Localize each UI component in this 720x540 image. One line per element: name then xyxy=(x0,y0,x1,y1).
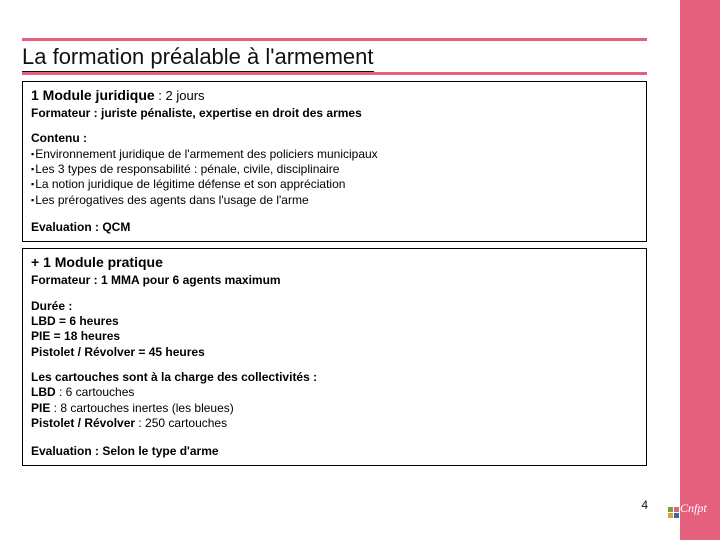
brand-color-strip xyxy=(680,0,720,540)
module2-cartridges-label: Les cartouches sont à la charge des coll… xyxy=(31,370,317,384)
module1-bullet: La notion juridique de légitime défense … xyxy=(31,177,638,192)
right-brand-band: Cnfpt xyxy=(662,0,720,540)
module2-trainer: Formateur : 1 MMA pour 6 agents maximum xyxy=(31,273,638,288)
module1-trainer: Formateur : juriste pénaliste, expertise… xyxy=(31,106,638,121)
logo-squares-icon xyxy=(668,507,679,518)
logo-text: Cnfpt xyxy=(680,501,707,516)
module2-duration-label: Durée : xyxy=(31,299,72,313)
module2-cartridge-line: LBD : 6 cartouches xyxy=(31,385,638,400)
module2-duration-line: LBD = 6 heures xyxy=(31,314,119,328)
page-title: La formation préalable à l'armement xyxy=(22,42,374,72)
module1-bullet: Les prérogatives des agents dans l'usage… xyxy=(31,193,638,208)
module1-bullet-list: Environnement juridique de l'armement de… xyxy=(31,147,638,208)
module1-content-label: Contenu : xyxy=(31,131,638,146)
module-juridique-box: 1 Module juridique : 2 jours Formateur :… xyxy=(22,81,647,242)
slide-content: La formation préalable à l'armement 1 Mo… xyxy=(22,38,647,466)
page-number: 4 xyxy=(641,498,648,512)
title-block: La formation préalable à l'armement xyxy=(22,38,647,75)
title-rule-bottom xyxy=(22,72,647,75)
module2-cartridges-block: Les cartouches sont à la charge des coll… xyxy=(31,370,638,431)
module-pratique-box: + 1 Module pratique Formateur : 1 MMA po… xyxy=(22,248,647,466)
module2-evaluation: Evaluation : Selon le type d'arme xyxy=(31,444,638,459)
module1-evaluation: Evaluation : QCM xyxy=(31,220,638,235)
module1-heading-rest: : 2 jours xyxy=(155,88,205,103)
module1-bullet: Les 3 types de responsabilité : pénale, … xyxy=(31,162,638,177)
module2-cartridge-line: PIE : 8 cartouches inertes (les bleues) xyxy=(31,401,638,416)
module2-cartridge-line: Pistolet / Révolver : 250 cartouches xyxy=(31,416,638,431)
module2-duration-block: Durée : LBD = 6 heures PIE = 18 heures P… xyxy=(31,299,638,360)
module2-duration-line: Pistolet / Révolver = 45 heures xyxy=(31,345,205,359)
module1-bullet: Environnement juridique de l'armement de… xyxy=(31,147,638,162)
cnfpt-logo: Cnfpt xyxy=(666,490,716,518)
module1-heading: 1 Module juridique : 2 jours xyxy=(31,87,638,105)
module1-heading-bold: 1 Module juridique xyxy=(31,87,155,103)
module2-heading: + 1 Module pratique xyxy=(31,254,638,272)
module2-duration-line: PIE = 18 heures xyxy=(31,329,120,343)
